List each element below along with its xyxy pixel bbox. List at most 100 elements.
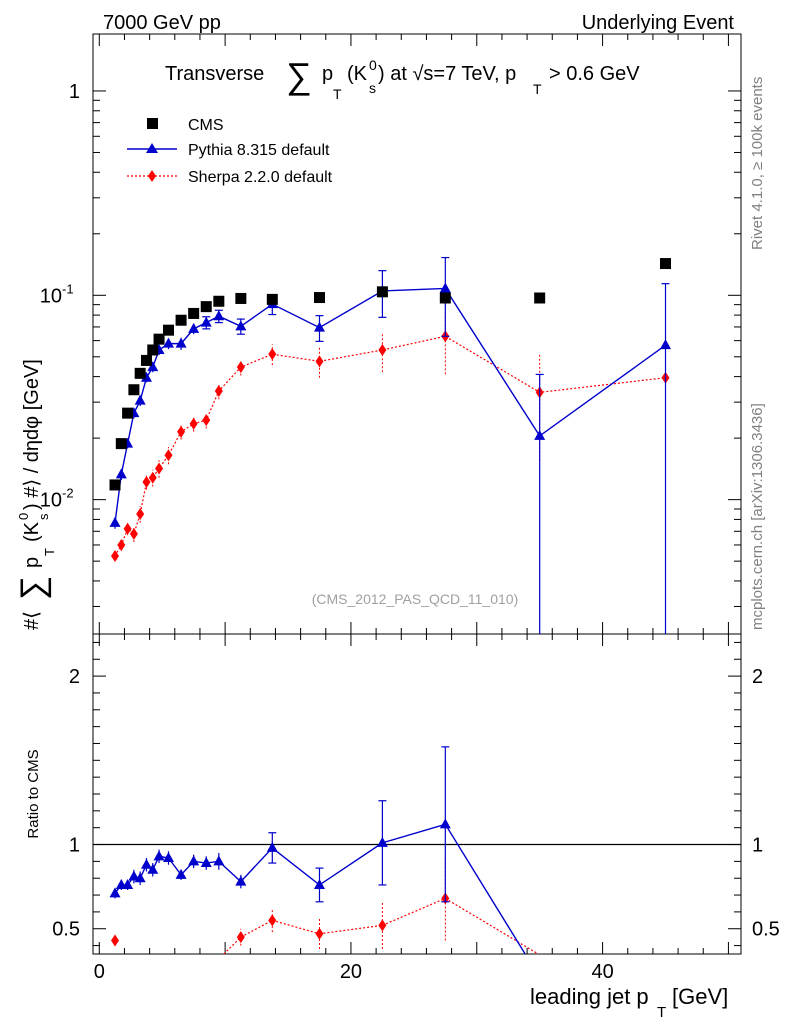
legend-pythia-marker	[146, 143, 158, 153]
pythia-point	[534, 429, 546, 440]
cms-data-point	[153, 333, 165, 345]
ratio-sherpa-line	[223, 936, 242, 955]
mcplots-label: mcplots.cern.ch [arXiv:1306.3436]	[749, 403, 766, 630]
cms-data-point	[122, 407, 134, 419]
ratio-pythia-point	[313, 878, 325, 889]
x-tick-label: 40	[591, 961, 613, 983]
cms-data-point	[534, 292, 546, 304]
ratio-sherpa-point	[111, 934, 120, 947]
title-rest: ) at √s=7 TeV, p	[378, 63, 516, 85]
xlabel-main: leading jet p	[530, 984, 649, 1009]
ratio-pythia-point	[213, 855, 225, 866]
pythia-point	[140, 371, 152, 382]
ratio-pythia-point	[266, 841, 278, 852]
cms-data-point	[266, 293, 278, 305]
pythia-point	[235, 320, 247, 331]
sherpa-point	[155, 462, 164, 475]
cms-data-point	[147, 344, 159, 356]
ratio-sherpa-point	[236, 931, 245, 944]
title-p: p	[322, 63, 333, 85]
sherpa-point	[214, 385, 223, 398]
y-tick-label: 10	[40, 285, 62, 307]
y-tick-label-exponent: -2	[62, 486, 74, 501]
x-tick-label: 20	[340, 961, 362, 983]
ylabel-p: p	[21, 557, 43, 568]
ylabel-rest: ) #⟩ / dηdφ [GeV]	[21, 359, 43, 510]
legend: CMS Pythia 8.315 default Sherpa 2.2.0 de…	[127, 117, 333, 186]
title-k-subscript: s	[369, 80, 376, 96]
title-cut: > 0.6 GeV	[549, 63, 640, 85]
x-tick-label: 0	[94, 961, 105, 983]
ratio-pythia-point	[235, 875, 247, 886]
ratio-pythia-point	[128, 870, 140, 881]
pythia-point	[115, 468, 127, 479]
ratio-pythia-point	[109, 887, 121, 898]
xlabel-unit: [GeV]	[672, 984, 728, 1009]
ratio-y-axis-label: Ratio to CMS	[25, 749, 42, 838]
sherpa-point	[129, 527, 138, 540]
cms-data-point	[660, 258, 672, 270]
y-tick-label: 1	[69, 81, 80, 103]
legend-cms-marker	[147, 118, 158, 129]
xlabel-subscript: T	[657, 1004, 666, 1021]
ratio-pythia-point	[376, 836, 388, 847]
sherpa-line	[114, 335, 666, 557]
ratio-sherpa-point	[268, 914, 277, 927]
sherpa-point	[148, 471, 157, 484]
ylabel-p-subscript: T	[42, 548, 57, 556]
ratio-plot-frame	[92, 633, 742, 955]
ratio-pythia-point	[200, 857, 212, 868]
sherpa-point	[202, 414, 211, 427]
main-series-layer	[109, 256, 672, 634]
cms-data-point	[376, 286, 388, 298]
ratio-y-tick-label-left: 2	[69, 666, 80, 688]
x-axis-label: leading jet p T [GeV]	[530, 984, 728, 1021]
ratio-pythia-point	[147, 863, 159, 874]
ratio-pythia-point	[122, 878, 134, 889]
cms-data-point	[235, 292, 247, 304]
sherpa-point	[177, 425, 186, 438]
cms-data-point	[175, 314, 187, 326]
sherpa-point	[142, 475, 151, 488]
pythia-point	[188, 322, 200, 333]
ratio-y-tick-label-right: 1	[752, 835, 763, 857]
cms-data-point	[439, 292, 451, 304]
pythia-point	[439, 282, 451, 293]
pythia-point	[175, 337, 187, 348]
pythia-point	[313, 321, 325, 332]
analysis-watermark: (CMS_2012_PAS_QCD_11_010)	[312, 591, 519, 607]
ratio-sherpa-line	[445, 897, 539, 955]
legend-sherpa-marker	[148, 170, 156, 182]
title-sum-symbol: ∑	[286, 55, 312, 96]
pythia-point	[109, 516, 121, 527]
ylabel-hash: #⟨	[21, 611, 43, 630]
cms-data-point	[128, 384, 140, 396]
ylabel-k: (K	[21, 521, 43, 542]
legend-cms-label: CMS	[188, 117, 224, 134]
ratio-y-tick-label-left: 1	[69, 835, 80, 857]
legend-sherpa-label: Sherpa 2.2.0 default	[188, 169, 333, 186]
legend-pythia-label: Pythia 8.315 default	[188, 142, 330, 159]
pythia-point	[200, 316, 212, 327]
ratio-sherpa-line	[272, 919, 320, 935]
title-k: (K	[347, 63, 368, 85]
y-axis-label: #⟨ ∑ p T (K 0 s ) #⟩ / dηdφ [GeV]	[14, 359, 57, 630]
ratio-pythia-point	[175, 868, 187, 879]
sherpa-point	[378, 343, 387, 356]
sherpa-point	[117, 538, 126, 551]
header-left: 7000 GeV pp	[103, 12, 221, 34]
plot-title: Transverse ∑ p T (K 0 s ) at √s=7 TeV, p…	[165, 55, 640, 102]
pythia-point	[162, 337, 174, 348]
ratio-sherpa-line	[240, 919, 273, 938]
header-right: Underlying Event	[582, 12, 735, 34]
ratio-sherpa-point	[315, 927, 324, 940]
ratio-sherpa-line	[382, 897, 446, 926]
sherpa-point	[136, 508, 145, 521]
pythia-point	[213, 310, 225, 321]
ratio-sherpa-line	[319, 924, 383, 935]
ratio-sherpa-point	[378, 919, 387, 932]
ratio-y-tick-label-left: 0.5	[52, 919, 80, 941]
sherpa-point	[189, 417, 198, 430]
ratio-pythia-point	[140, 858, 152, 869]
ratio-y-tick-label-right: 2	[752, 666, 763, 688]
